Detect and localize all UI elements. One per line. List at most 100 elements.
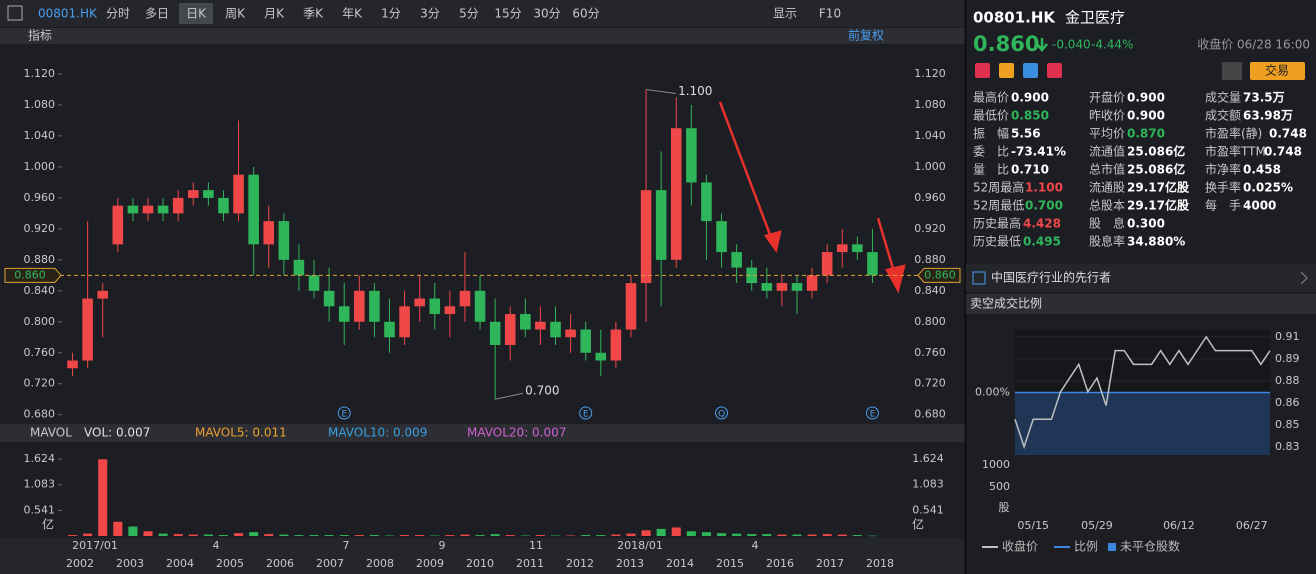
volume-bar [822, 534, 832, 536]
period[interactable]: 多日 [145, 7, 169, 21]
stat-value: 1.100 [1025, 181, 1063, 195]
shortsell-header [966, 294, 1316, 314]
period[interactable]: 15分 [494, 7, 521, 21]
y-tick-label: 0.88 [1275, 374, 1300, 387]
period[interactable]: 3分 [420, 7, 440, 21]
y-tick-label: 0.680 [914, 408, 946, 421]
period[interactable]: 60分 [572, 7, 599, 21]
y-tick-label: 0.840 [914, 284, 946, 297]
trade-button[interactable] [1250, 62, 1305, 80]
volume-bar [158, 533, 168, 536]
period[interactable]: 分时 [106, 7, 130, 21]
stat-value: 4000 [1243, 199, 1276, 213]
volume-bar [218, 535, 228, 536]
volume-bar [535, 535, 545, 536]
f10[interactable]: F10 [819, 7, 841, 21]
volume-bar [611, 534, 621, 536]
event-label[interactable]: E [341, 410, 347, 420]
candle-body [67, 360, 78, 369]
candle-body [459, 290, 471, 307]
volume-bar [581, 535, 591, 536]
period[interactable]: 30分 [533, 7, 560, 21]
candle-body [112, 205, 124, 245]
badge[interactable] [1023, 63, 1038, 78]
volume-bar [400, 535, 410, 536]
stat-value: -73.41% [1011, 145, 1066, 159]
quote-symbol: 00801.HK [973, 9, 1056, 27]
y-tick-label: 0.85 [1275, 418, 1300, 431]
candle-body [414, 298, 425, 307]
volume-bar [475, 535, 485, 536]
stat-value: 5.56 [1011, 127, 1041, 141]
volume-bar [626, 533, 636, 536]
period[interactable]: 5分 [459, 7, 479, 21]
period[interactable]: 年K [342, 7, 363, 21]
candle-body [142, 205, 154, 214]
bell-icon[interactable] [1222, 62, 1242, 80]
x-tick-label: 05/15 [1017, 519, 1049, 532]
sidebar-icon[interactable] [7, 5, 23, 21]
volume-bar [490, 534, 500, 536]
profile-row[interactable] [966, 264, 1316, 292]
volume-bar [686, 531, 696, 536]
period[interactable]: 1分 [381, 7, 401, 21]
stat-value: 73.5万 [1243, 91, 1285, 105]
x-label: 2018 [866, 557, 894, 570]
candle-body [746, 267, 757, 284]
display[interactable]: 显示 [773, 7, 797, 21]
badge[interactable] [975, 63, 990, 78]
adjust[interactable]: 前复权 [848, 28, 884, 43]
y-tick-label: 0.86 [1275, 396, 1300, 409]
volume-bar [339, 535, 349, 536]
event-marker[interactable] [865, 406, 879, 420]
candle-body [504, 314, 516, 346]
volume-bar [656, 528, 666, 536]
y2-tick-label: 0.00% [975, 386, 1010, 399]
candle-body [263, 221, 275, 245]
volume-bar [234, 533, 244, 536]
candle-body [384, 321, 395, 338]
stat-value: 0.900 [1127, 91, 1165, 105]
candle-body [172, 197, 184, 214]
stat-label: 52周最低 [973, 199, 1024, 213]
event-label[interactable]: Q [718, 410, 725, 420]
event-label[interactable]: E [870, 410, 876, 420]
period[interactable]: 日K [186, 7, 207, 21]
event-marker[interactable] [337, 406, 351, 420]
y-tick-label: 1.624 [912, 452, 944, 465]
volume-bar [777, 534, 787, 536]
candle-body [489, 321, 501, 346]
shortsell-title: 卖空成交比例 [970, 296, 1042, 311]
candle-body [278, 221, 290, 260]
candle-body [686, 128, 697, 183]
x-label: 2009 [416, 557, 444, 570]
y-tick-label: 0.800 [24, 315, 56, 328]
last-price: 0.860 [924, 268, 956, 281]
volume-bar [520, 535, 530, 537]
period[interactable]: 周K [225, 7, 246, 21]
event-marker[interactable] [579, 406, 593, 420]
y-tick-label: 1.040 [914, 129, 946, 142]
volume-bar [0, 424, 965, 442]
period[interactable]: 月K [264, 7, 285, 21]
event-marker[interactable] [715, 406, 729, 420]
candle-body [233, 174, 244, 214]
badge[interactable] [1047, 63, 1062, 78]
y-tick-label: 0.760 [24, 346, 56, 359]
candle-body [157, 205, 169, 214]
candle-body [218, 197, 229, 214]
event-label[interactable]: E [583, 410, 589, 420]
x-label: 2007 [316, 557, 344, 570]
x-axis-band [0, 538, 965, 574]
quote-change: -0.040 [1052, 38, 1091, 52]
volume-legend: MAVOL10: 0.009 [328, 426, 427, 440]
stat-value: 0.870 [1127, 127, 1165, 141]
stat-label: 换手率 [1205, 180, 1241, 195]
trade-label[interactable]: 交易 [1265, 63, 1289, 78]
volume-bar [113, 521, 123, 536]
candle-body [595, 352, 607, 361]
badge[interactable] [999, 63, 1014, 78]
profile[interactable]: 中国医疗行业的先行者 [991, 270, 1111, 285]
period[interactable]: 季K [303, 7, 324, 21]
volume-legend: VOL: 0.007 [84, 426, 150, 440]
